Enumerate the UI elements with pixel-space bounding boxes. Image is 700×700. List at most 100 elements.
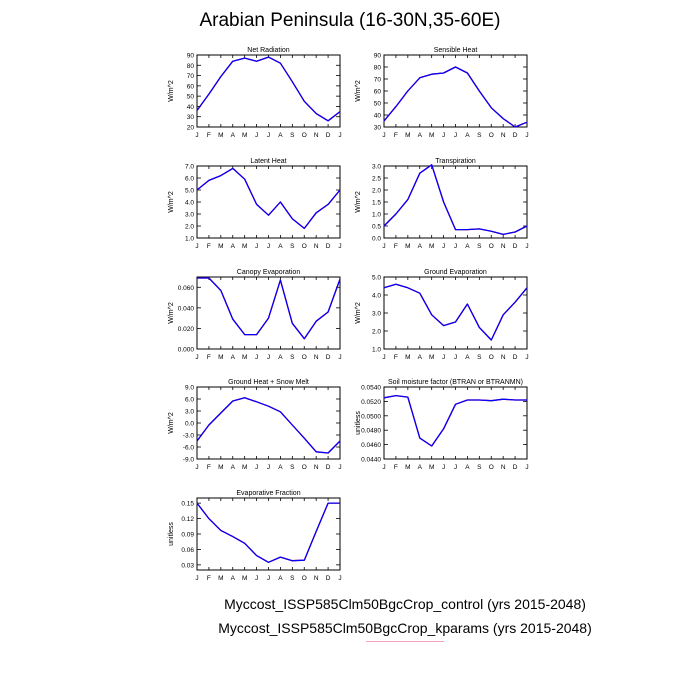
y-axis-label: W/m^2: [168, 80, 175, 102]
series-line-control: [383, 394, 527, 447]
y-tick-label: 0.060: [178, 285, 195, 292]
y-tick-label: 0.12: [181, 516, 194, 523]
y-tick-label: 0.06: [181, 547, 194, 554]
x-tick-label: M: [429, 132, 434, 139]
y-tick-label: 0.0540: [361, 385, 381, 392]
plot-frame: [196, 54, 341, 128]
x-tick-label: J: [255, 354, 258, 361]
panel-title: Net Radiation: [247, 47, 290, 54]
footer-control-label: Myccost_ISSP585Clm50BgcCrop_control (yrs…: [224, 596, 586, 612]
series-line-kparams: [196, 56, 341, 122]
y-tick-label: 0.0460: [361, 442, 381, 449]
x-tick-label: J: [338, 243, 341, 250]
y-tick-label: 1.0: [185, 236, 194, 243]
x-tick-label: A: [278, 575, 283, 582]
x-tick-label: S: [477, 132, 482, 139]
x-tick-label: M: [242, 575, 247, 582]
x-tick-label: M: [405, 354, 410, 361]
y-tick-label: 60: [374, 89, 382, 96]
x-tick-label: J: [442, 243, 445, 250]
y-tick-label: 5.0: [372, 275, 381, 282]
x-tick-label: O: [489, 464, 494, 471]
y-tick-label: 1.0: [372, 212, 381, 219]
y-tick-label: 4.0: [185, 200, 194, 207]
x-tick-label: A: [231, 575, 236, 582]
y-tick-label: 0.0520: [361, 399, 381, 406]
x-tick-label: A: [278, 243, 283, 250]
x-tick-label: A: [465, 354, 470, 361]
y-tick-label: 80: [187, 63, 195, 70]
plot-frame: [196, 497, 341, 571]
x-tick-label: J: [454, 132, 457, 139]
x-tick-label: F: [207, 132, 211, 139]
chart-panel-8: Soil moisture factor (BTRAN or BTRANMN) J…: [355, 379, 529, 471]
x-tick-label: A: [231, 354, 236, 361]
x-tick-label: A: [418, 132, 423, 139]
x-tick-label: J: [195, 464, 198, 471]
x-tick-label: J: [525, 132, 528, 139]
y-tick-label: 50: [187, 94, 195, 101]
y-axis-label: W/m^2: [168, 302, 175, 324]
y-tick-label: 0.09: [181, 532, 194, 539]
x-tick-label: D: [513, 243, 518, 250]
y-tick-label: 60: [187, 83, 195, 90]
panel-title: Soil moisture factor (BTRAN or BTRANMN): [388, 379, 523, 386]
x-tick-label: O: [302, 575, 307, 582]
x-tick-label: M: [218, 132, 223, 139]
x-tick-label: J: [338, 132, 341, 139]
x-tick-label: A: [465, 464, 470, 471]
x-tick-label: S: [290, 354, 295, 361]
y-tick-label: 2.0: [372, 329, 381, 336]
x-tick-label: J: [454, 354, 457, 361]
x-tick-label: J: [267, 243, 270, 250]
panel-title: Sensible Heat: [434, 47, 478, 54]
x-tick-label: A: [465, 243, 470, 250]
x-tick-label: J: [267, 132, 270, 139]
x-tick-label: D: [513, 354, 518, 361]
x-tick-label: O: [489, 132, 494, 139]
x-tick-label: J: [255, 464, 258, 471]
x-tick-label: N: [314, 243, 319, 250]
x-tick-label: N: [501, 354, 506, 361]
x-tick-label: M: [242, 243, 247, 250]
series-line-kparams: [383, 283, 528, 341]
x-tick-label: M: [242, 354, 247, 361]
x-tick-label: A: [418, 354, 423, 361]
x-tick-label: A: [418, 464, 423, 471]
y-tick-label: 20: [187, 125, 195, 132]
x-tick-label: J: [338, 354, 341, 361]
x-tick-label: D: [326, 243, 331, 250]
series-line-control: [383, 66, 528, 128]
y-tick-label: 1.5: [372, 200, 381, 207]
series-line-kparams: [383, 394, 527, 447]
x-tick-label: O: [302, 464, 307, 471]
x-tick-label: A: [231, 132, 236, 139]
y-tick-label: 2.0: [372, 188, 381, 195]
panel-title: Evaporative Fraction: [236, 490, 300, 497]
series-line-control: [196, 167, 341, 230]
y-tick-label: 4.0: [372, 293, 381, 300]
y-tick-label: -6.0: [183, 445, 195, 452]
x-tick-label: S: [477, 243, 482, 250]
x-tick-label: D: [513, 464, 518, 471]
x-tick-label: O: [489, 243, 494, 250]
x-tick-label: M: [405, 464, 410, 471]
x-tick-label: J: [525, 354, 528, 361]
x-tick-label: F: [207, 464, 211, 471]
x-tick-label: M: [429, 354, 434, 361]
y-axis-label: unitless: [168, 522, 175, 546]
x-tick-label: J: [338, 464, 341, 471]
x-tick-label: J: [382, 464, 385, 471]
series-line-control: [383, 164, 528, 236]
x-tick-label: D: [326, 464, 331, 471]
x-tick-label: J: [338, 575, 341, 582]
y-tick-label: 0.15: [181, 501, 194, 508]
x-tick-label: J: [255, 575, 258, 582]
x-tick-label: J: [267, 575, 270, 582]
